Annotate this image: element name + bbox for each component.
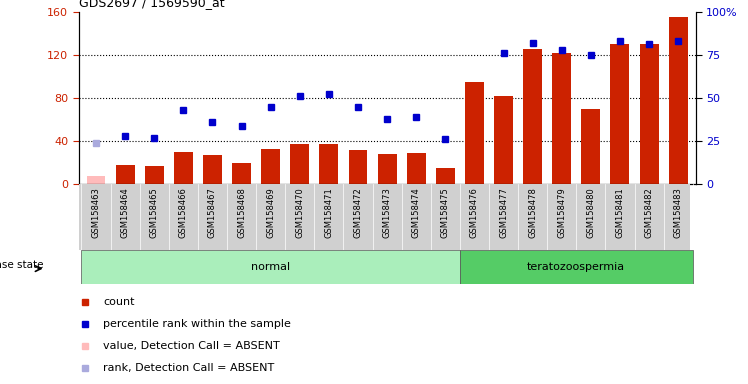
Text: GSM158465: GSM158465 (150, 188, 159, 238)
Text: GSM158478: GSM158478 (528, 188, 537, 238)
Bar (349, 150, 367, 184)
Text: percentile rank within the sample: percentile rank within the sample (103, 319, 291, 329)
Text: GSM158475: GSM158475 (441, 188, 450, 238)
Text: GSM158464: GSM158464 (120, 188, 129, 238)
Bar (581, 109, 601, 184)
Text: GSM158467: GSM158467 (208, 188, 217, 238)
Text: GSM158482: GSM158482 (645, 188, 654, 238)
Bar (523, 49, 542, 184)
Text: GSM158468: GSM158468 (237, 188, 246, 238)
Bar (465, 82, 484, 184)
Bar (145, 166, 164, 184)
Bar (552, 53, 571, 184)
Text: GSM158477: GSM158477 (499, 188, 508, 238)
Bar (378, 154, 396, 184)
Text: GDS2697 / 1569590_at: GDS2697 / 1569590_at (79, 0, 224, 9)
Text: GSM158480: GSM158480 (586, 188, 595, 238)
Text: GSM158473: GSM158473 (382, 188, 392, 238)
Bar (87, 176, 105, 184)
Bar (116, 165, 135, 184)
Text: GSM158469: GSM158469 (266, 188, 275, 238)
Text: GSM158463: GSM158463 (91, 188, 100, 238)
Text: disease state: disease state (0, 260, 43, 270)
Bar (407, 153, 426, 184)
Bar (319, 144, 338, 184)
Text: GSM158474: GSM158474 (411, 188, 420, 238)
Text: normal: normal (251, 262, 290, 272)
Text: GSM158481: GSM158481 (616, 188, 625, 238)
Bar (203, 155, 222, 184)
Text: GSM158483: GSM158483 (674, 188, 683, 238)
Bar (174, 152, 193, 184)
Text: count: count (103, 297, 135, 307)
Text: rank, Detection Call = ABSENT: rank, Detection Call = ABSENT (103, 363, 275, 373)
Bar (261, 149, 280, 184)
Bar (610, 44, 629, 184)
Bar (232, 163, 251, 184)
Bar (669, 17, 687, 184)
Text: GSM158471: GSM158471 (325, 188, 334, 238)
Bar (436, 168, 455, 184)
Bar (82, 250, 460, 284)
Text: teratozoospermia: teratozoospermia (527, 262, 625, 272)
Bar (290, 144, 309, 184)
Bar (494, 96, 513, 184)
Bar (460, 250, 693, 284)
Text: GSM158479: GSM158479 (557, 188, 566, 238)
Text: GSM158466: GSM158466 (179, 188, 188, 238)
Text: GSM158472: GSM158472 (354, 188, 363, 238)
Text: value, Detection Call = ABSENT: value, Detection Call = ABSENT (103, 341, 280, 351)
Bar (640, 44, 658, 184)
Text: GSM158476: GSM158476 (470, 188, 479, 238)
Text: GSM158470: GSM158470 (295, 188, 304, 238)
